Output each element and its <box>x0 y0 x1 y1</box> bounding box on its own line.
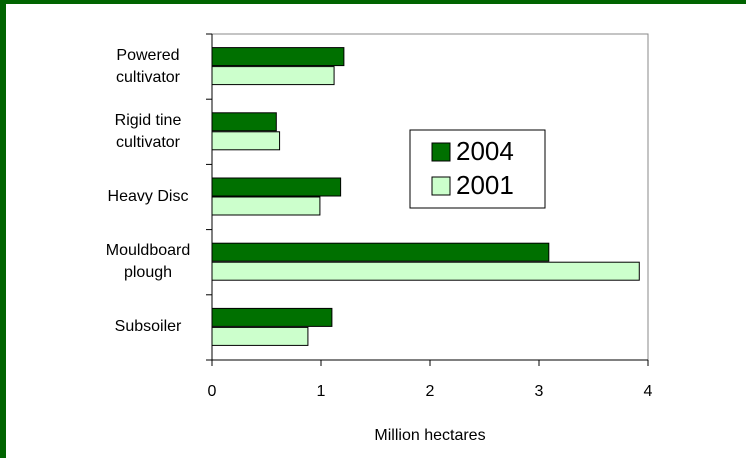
bar <box>211 326 309 346</box>
x-tick-label: 4 <box>644 383 653 400</box>
x-tick-label: 2 <box>426 383 435 400</box>
bar <box>211 177 342 197</box>
x-axis-title: Million hectares <box>374 427 485 444</box>
x-tick-label: 0 <box>208 383 217 400</box>
legend-label: 2004 <box>456 136 514 166</box>
bar <box>211 112 277 132</box>
legend-label: 2001 <box>456 170 514 200</box>
bar <box>211 131 281 151</box>
bar <box>211 307 333 327</box>
y-tick-label: Heavy Disc <box>107 188 189 205</box>
bar <box>211 47 345 67</box>
legend-swatch <box>431 142 451 162</box>
y-tick-label: Powered cultivator <box>115 46 181 86</box>
x-tick-label: 1 <box>317 383 326 400</box>
legend-swatch <box>431 176 451 196</box>
y-tick-label: Subsoiler <box>114 318 182 336</box>
x-tick-label: 3 <box>535 383 544 400</box>
y-tick-label: Mouldboard plough <box>105 242 191 282</box>
bar <box>211 261 640 281</box>
bar <box>211 242 550 262</box>
bar <box>211 66 335 86</box>
y-tick-label: Rigid tine cultivator <box>114 111 182 151</box>
bar <box>211 196 321 216</box>
